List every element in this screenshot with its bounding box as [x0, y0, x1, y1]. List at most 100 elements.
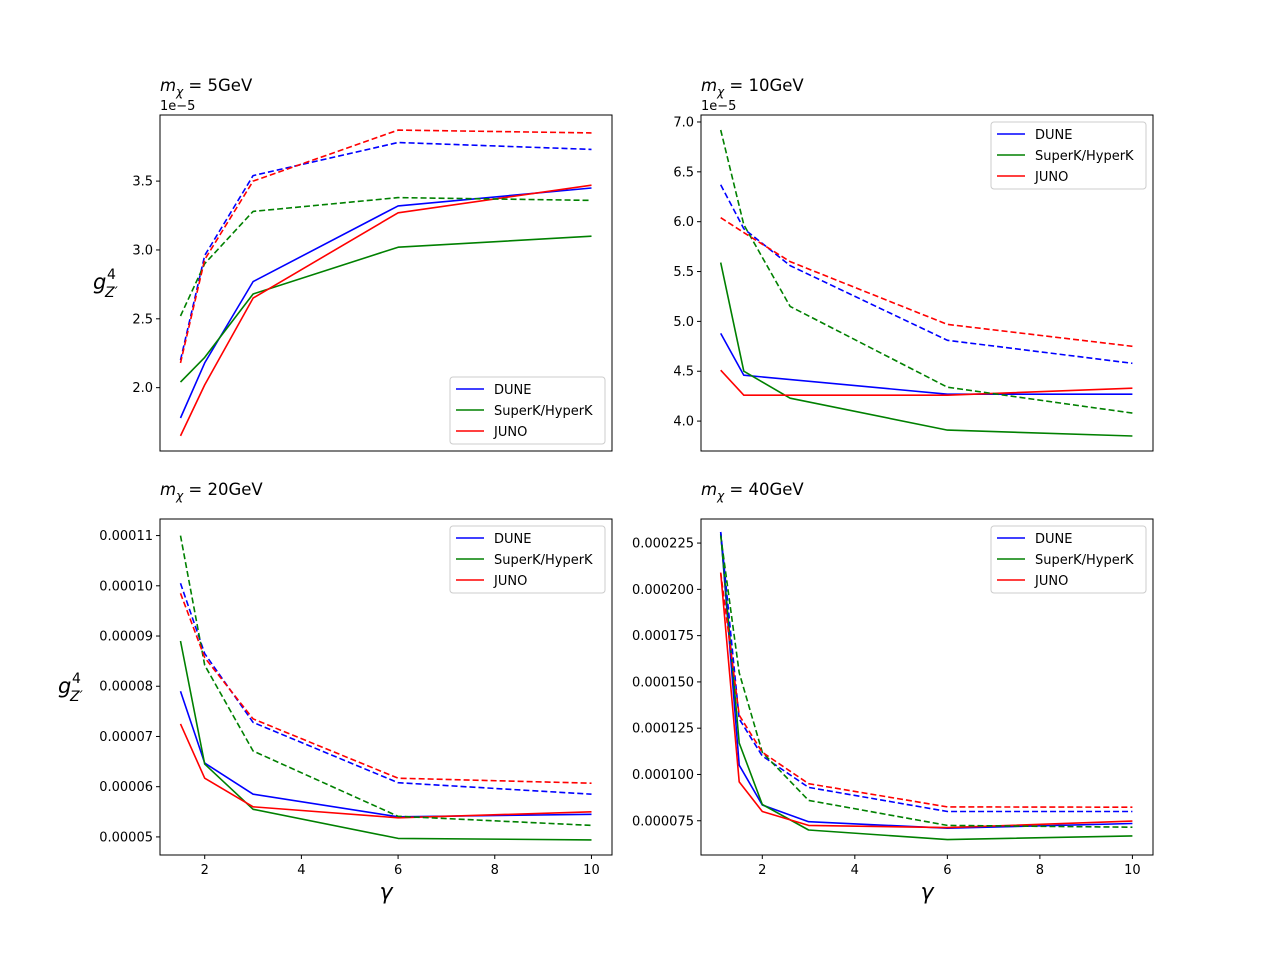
legend: DUNE SuperK/HyperK JUNO	[449, 376, 606, 445]
superk-hyperk-solid-line	[179, 235, 592, 383]
legend-label-juno: JUNO	[493, 425, 527, 440]
dune-dashed-line	[719, 184, 1133, 365]
dune-solid-line	[179, 187, 592, 419]
juno-dashed-line	[179, 593, 592, 784]
x-tick-label: 6	[394, 863, 402, 878]
x-tick-label: 2	[201, 863, 209, 878]
y-axis-label-subscript: Z′	[69, 689, 84, 705]
legend: DUNE SuperK/HyperK JUNO	[449, 525, 606, 594]
offset-text: 1e−5	[701, 99, 736, 114]
y-tick-label: 0.000175	[632, 629, 694, 644]
legend-label-superk-hyperk: SuperK/HyperK	[1035, 149, 1134, 164]
x-tick-label: 4	[851, 863, 859, 878]
y-tick-label: 3.0	[132, 243, 153, 258]
dune-dashed-line	[179, 583, 592, 795]
legend-label-superk-hyperk: SuperK/HyperK	[494, 404, 593, 419]
y-axis-label: g	[58, 674, 71, 698]
y-tick-label: 4.0	[673, 415, 694, 430]
legend-label-superk-hyperk: SuperK/HyperK	[1035, 553, 1134, 568]
legend-label-dune: DUNE	[1035, 532, 1072, 547]
x-axis-label: γ	[379, 880, 393, 905]
juno-dashed-line	[719, 572, 1133, 809]
superk-hyperk-dashed-line	[719, 535, 1133, 828]
y-tick-label: 0.00005	[99, 830, 153, 845]
legend-box	[449, 525, 606, 594]
y-axis-label-exponent: 4	[107, 267, 116, 283]
legend-box	[449, 376, 606, 445]
y-tick-label: 5.0	[673, 315, 694, 330]
legend: DUNE SuperK/HyperK JUNO	[990, 121, 1147, 190]
y-tick-label: 5.5	[673, 265, 694, 280]
superk-hyperk-dashed-line	[719, 129, 1133, 414]
dune-solid-line	[719, 333, 1133, 396]
axes-frame	[159, 114, 613, 452]
x-tick-label: 8	[491, 863, 499, 878]
panel-title: mχ = 5GeV	[160, 76, 253, 99]
y-tick-label: 2.5	[132, 312, 153, 327]
superk-hyperk-solid-line	[719, 533, 1133, 841]
x-tick-label: 4	[297, 863, 305, 878]
juno-solid-line	[719, 572, 1133, 829]
y-axis-label: g	[93, 270, 106, 294]
dune-solid-line	[719, 531, 1133, 830]
legend-box	[990, 525, 1147, 594]
y-tick-label: 6.5	[673, 165, 694, 180]
offset-text: 1e−5	[160, 99, 195, 114]
juno-solid-line	[179, 184, 592, 437]
panel-title: mχ = 10GeV	[701, 76, 804, 99]
panel-title: mχ = 20GeV	[160, 480, 263, 503]
dune-dashed-line	[719, 531, 1133, 813]
y-tick-label: 0.000225	[632, 537, 694, 552]
y-tick-label: 0.00011	[99, 529, 153, 544]
axes-frame	[700, 518, 1154, 856]
y-axis-label-exponent: 4	[72, 671, 81, 687]
superk-hyperk-dashed-line	[179, 196, 592, 317]
y-tick-label: 4.5	[673, 365, 694, 380]
y-tick-label: 3.5	[132, 175, 153, 190]
x-tick-label: 10	[1124, 863, 1141, 878]
panel-1: 2.0 2.5 3.0 3.5 1e−5mχ = 5GeV g 4 Z′ DUNE SuperK/…	[93, 76, 613, 452]
y-tick-label: 0.00007	[99, 730, 153, 745]
legend-label-dune: DUNE	[494, 532, 531, 547]
legend-box	[990, 121, 1147, 190]
panel-2: 4.0 4.5 5.0 5.5 6.0 6.5 7.0 1e−5mχ = 10GeV DUNE S…	[673, 76, 1154, 452]
panel-4: 0.000075 0.000100 0.000125 0.000150 0.000175…	[632, 480, 1154, 905]
dune-dashed-line	[179, 141, 592, 361]
y-axis-label-subscript: Z′	[104, 285, 119, 301]
panel-3: 0.00005 0.00006 0.00007 0.00008 0.00009 0.000…	[58, 480, 613, 905]
legend-label-juno: JUNO	[1034, 170, 1068, 185]
axes-frame	[159, 518, 613, 856]
y-tick-label: 0.000125	[632, 722, 694, 737]
superk-hyperk-dashed-line	[179, 535, 592, 827]
y-tick-label: 0.00006	[99, 780, 153, 795]
y-tick-label: 6.0	[673, 215, 694, 230]
y-tick-label: 0.000200	[632, 583, 694, 598]
legend-label-dune: DUNE	[1035, 128, 1072, 143]
y-tick-label: 0.00010	[99, 579, 153, 594]
y-tick-label: 0.000075	[632, 814, 694, 829]
legend: DUNE SuperK/HyperK JUNO	[990, 525, 1147, 594]
x-tick-label: 2	[758, 863, 766, 878]
juno-dashed-line	[720, 217, 1133, 348]
y-tick-label: 0.00008	[99, 680, 153, 695]
y-tick-label: 2.0	[132, 381, 153, 396]
superk-hyperk-solid-line	[179, 640, 592, 841]
legend-label-juno: JUNO	[1034, 574, 1068, 589]
legend-label-juno: JUNO	[493, 574, 527, 589]
x-tick-label: 10	[583, 863, 600, 878]
y-tick-label: 0.00009	[99, 630, 153, 645]
panel-title: mχ = 40GeV	[701, 480, 804, 503]
x-axis-label: γ	[920, 880, 934, 905]
legend-label-dune: DUNE	[494, 383, 531, 398]
y-tick-label: 7.0	[673, 115, 694, 130]
dune-solid-line	[179, 691, 592, 818]
legend-label-superk-hyperk: SuperK/HyperK	[494, 553, 593, 568]
juno-solid-line	[179, 723, 592, 819]
juno-solid-line	[720, 369, 1133, 397]
x-tick-label: 8	[1036, 863, 1044, 878]
juno-dashed-line	[179, 129, 592, 364]
y-tick-label: 0.000100	[632, 768, 694, 783]
superk-hyperk-solid-line	[719, 262, 1133, 437]
y-tick-label: 0.000150	[632, 675, 694, 690]
